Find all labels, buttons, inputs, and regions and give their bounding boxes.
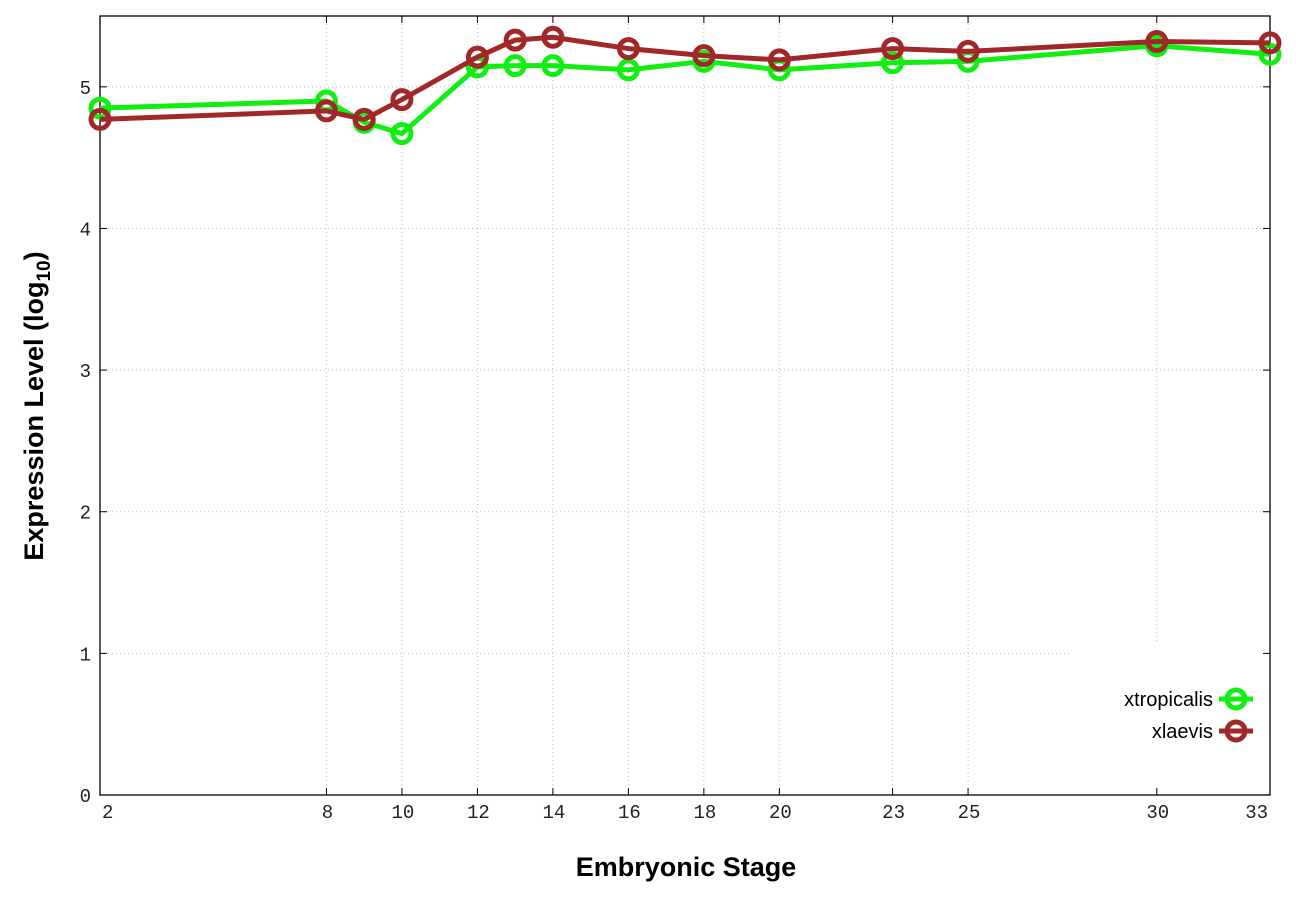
data-point-xlaevis: [390, 88, 414, 112]
data-point-xlaevis: [88, 107, 112, 131]
y-tick-label: 3: [80, 361, 91, 383]
data-point-xtropicalis: [503, 54, 527, 78]
y-axis-label: Expression Level (log10): [19, 251, 55, 560]
x-tick-label: 10: [392, 802, 415, 824]
legend-label-xtropicalis: xtropicalis: [1124, 689, 1213, 711]
y-tick-label: 1: [80, 644, 91, 666]
x-tick-label: 30: [1146, 802, 1169, 824]
legend-label-xlaevis: xlaevis: [1152, 721, 1213, 743]
x-tick-label: 33: [1245, 802, 1268, 824]
data-point-xlaevis: [503, 28, 527, 52]
data-point-xlaevis: [956, 39, 980, 63]
x-tick-label: 18: [693, 802, 716, 824]
y-tick-label: 0: [80, 786, 91, 808]
data-point-xlaevis: [767, 48, 791, 72]
data-point-xtropicalis: [390, 122, 414, 146]
data-point-xlaevis: [541, 25, 565, 49]
x-tick-label: 16: [618, 802, 641, 824]
series-line-xtropicalis: [99, 43, 1271, 137]
legend-marker-xtropicalis: [1224, 687, 1248, 711]
data-point-xlaevis: [1145, 29, 1169, 53]
grid: [100, 16, 1270, 795]
x-tick-label: 20: [769, 802, 792, 824]
plot-frame: [99, 15, 1271, 796]
data-point-xlaevis: [881, 37, 905, 61]
data-point-xlaevis: [352, 107, 376, 131]
x-tick-label: 25: [958, 802, 981, 824]
legend: xtropicalis xlaevis: [1124, 687, 1253, 743]
series-xlaevis: [88, 25, 1282, 131]
series-layer: [88, 25, 1282, 146]
x-tick-label: 14: [542, 802, 565, 824]
y-axis-label-close: ): [19, 251, 49, 260]
data-point-xlaevis: [465, 45, 489, 69]
x-axis-label: Embryonic Stage: [576, 852, 797, 882]
data-point-xlaevis: [616, 37, 640, 61]
data-point-xlaevis: [1258, 31, 1282, 55]
x-tick-label: 8: [322, 802, 333, 824]
legend-background: [1072, 642, 1268, 792]
x-tick-label: 12: [467, 802, 490, 824]
data-point-xlaevis: [692, 44, 716, 68]
y-tick-label: 2: [80, 503, 91, 525]
data-point-xtropicalis: [616, 58, 640, 82]
data-point-xtropicalis: [881, 51, 905, 75]
legend-marker-xlaevis: [1224, 719, 1248, 743]
data-point-xtropicalis: [1258, 42, 1282, 66]
data-point-xlaevis: [314, 99, 338, 123]
x-tick-label: 2: [102, 802, 113, 824]
data-point-xtropicalis: [541, 54, 565, 78]
y-axis-label-subscript: 10: [34, 260, 55, 281]
y-axis-label-main: Expression Level (log: [19, 282, 49, 561]
y-tick-label: 5: [80, 78, 91, 100]
x-tick-label: 23: [882, 802, 905, 824]
y-tick-label: 4: [80, 219, 91, 241]
